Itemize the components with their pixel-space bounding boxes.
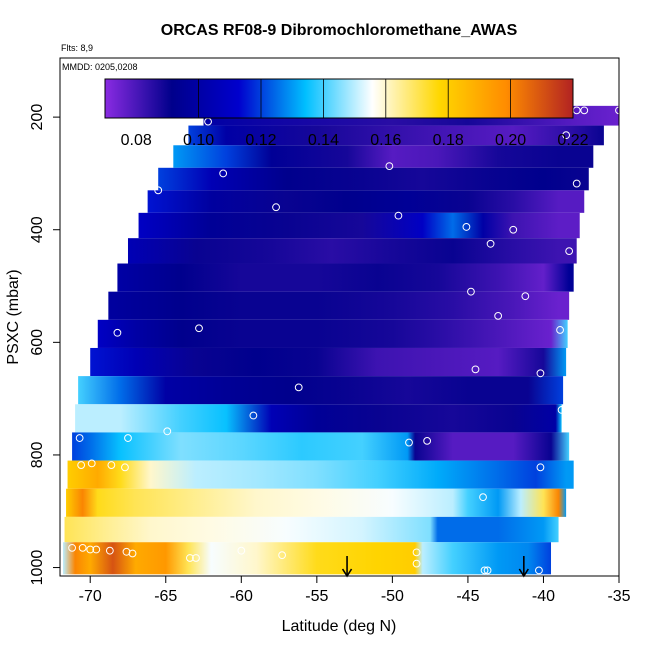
x-tick-label-5: -45 — [456, 588, 479, 605]
colorbar-tick-label-7: 0.22 — [557, 132, 588, 149]
band-10 — [90, 347, 567, 377]
sample-point-17 — [294, 383, 303, 392]
x-tick-label-3: -55 — [305, 588, 328, 605]
colorbar-tick-label-5: 0.18 — [433, 132, 464, 149]
x-tick-label-0: -70 — [79, 588, 102, 605]
sample-point-24 — [521, 292, 530, 301]
sample-point-42 — [105, 546, 114, 555]
y-tick-label-2: 600 — [29, 329, 46, 356]
band-16 — [64, 516, 559, 543]
band-6 — [127, 238, 577, 264]
sample-point-18 — [249, 411, 258, 420]
y-axis-label: PSXC (mbar) — [5, 269, 22, 364]
band-8 — [108, 291, 570, 320]
sample-point-11 — [580, 106, 589, 115]
band-4 — [147, 190, 585, 213]
x-tick-label-7: -35 — [607, 588, 630, 605]
sample-point-7 — [509, 225, 518, 234]
sample-point-53 — [535, 566, 543, 575]
sample-point-23 — [494, 311, 503, 320]
sample-point-19 — [163, 427, 172, 436]
sample-point-8 — [572, 179, 581, 188]
sample-point-15 — [84, 324, 93, 333]
sample-point-13 — [154, 186, 163, 195]
sample-point-36 — [121, 463, 129, 472]
sample-point-50 — [412, 559, 421, 568]
colorbar-tick-label-3: 0.14 — [308, 132, 339, 149]
x-axis-label: Latitude (deg N) — [282, 618, 397, 635]
x-tick-label-6: -40 — [532, 588, 555, 605]
band-9 — [97, 319, 568, 348]
sample-point-46 — [192, 554, 200, 562]
x-tick-label-4: -50 — [381, 588, 404, 605]
sample-point-48 — [278, 551, 286, 560]
sample-point-37 — [479, 493, 487, 502]
sample-point-26 — [536, 369, 545, 378]
sample-point-2 — [272, 203, 280, 212]
colorbar-tick-label-6: 0.20 — [495, 132, 526, 149]
band-2 — [173, 145, 594, 168]
colorbar — [104, 78, 574, 119]
y-tick-label-0: 200 — [29, 104, 46, 131]
band-14 — [67, 460, 574, 489]
band-17 — [63, 542, 552, 575]
sample-point-35 — [107, 461, 116, 469]
sample-point-27 — [556, 326, 564, 334]
x-tick-label-2: -60 — [230, 588, 253, 605]
sample-point-33 — [77, 461, 86, 469]
sample-point-41 — [92, 545, 101, 554]
sample-point-31 — [423, 436, 432, 445]
y-tick-label-4: 1000 — [29, 550, 46, 586]
band-5 — [138, 212, 580, 239]
colorbar-tick-label-1: 0.10 — [183, 132, 214, 149]
sample-point-4 — [394, 211, 403, 220]
flights-label: Flts: 8,9 — [61, 43, 93, 53]
sample-point-52 — [483, 566, 492, 575]
sample-point-5 — [462, 223, 471, 231]
sample-point-3 — [385, 162, 394, 171]
band-13 — [72, 432, 570, 461]
sample-point-38 — [68, 543, 76, 552]
colorbar-tick-label-2: 0.12 — [245, 132, 276, 149]
band-12 — [75, 404, 562, 433]
sample-point-14 — [113, 328, 122, 337]
sample-point-1 — [219, 169, 228, 178]
sample-point-22 — [467, 287, 475, 296]
dates-label: MMDD: 0205,0208 — [62, 62, 138, 72]
sample-point-51 — [480, 566, 489, 575]
sample-point-45 — [186, 554, 194, 562]
sample-point-25 — [471, 365, 480, 374]
sample-point-49 — [412, 548, 421, 557]
band-11 — [78, 376, 564, 405]
sample-point-6 — [486, 239, 495, 248]
sample-point-29 — [557, 406, 566, 414]
colorbar-tick-label-4: 0.16 — [370, 132, 401, 149]
band-7 — [117, 263, 574, 292]
band-1 — [188, 125, 604, 146]
sample-point-20 — [124, 434, 132, 442]
y-tick-label-3: 800 — [29, 442, 46, 469]
y-tick-label-1: 400 — [29, 216, 46, 243]
band-3 — [158, 167, 589, 191]
sample-point-47 — [237, 546, 246, 555]
plot-frame — [59, 57, 620, 577]
sample-point-30 — [405, 438, 413, 447]
chart-title: ORCAS RF08-9 Dibromochloromethane_AWAS — [161, 22, 518, 39]
sample-point-34 — [87, 459, 96, 468]
sample-point-32 — [536, 463, 545, 472]
sample-point-40 — [86, 545, 95, 554]
sample-point-39 — [78, 543, 87, 552]
sample-point-44 — [128, 549, 137, 558]
band-15 — [66, 488, 567, 517]
sample-point-21 — [75, 434, 84, 442]
sample-point-28 — [565, 247, 574, 256]
x-tick-label-1: -65 — [154, 588, 177, 605]
colorbar-tick-label-0: 0.08 — [121, 132, 152, 149]
sample-point-16 — [195, 324, 203, 333]
sample-point-9 — [562, 131, 571, 140]
